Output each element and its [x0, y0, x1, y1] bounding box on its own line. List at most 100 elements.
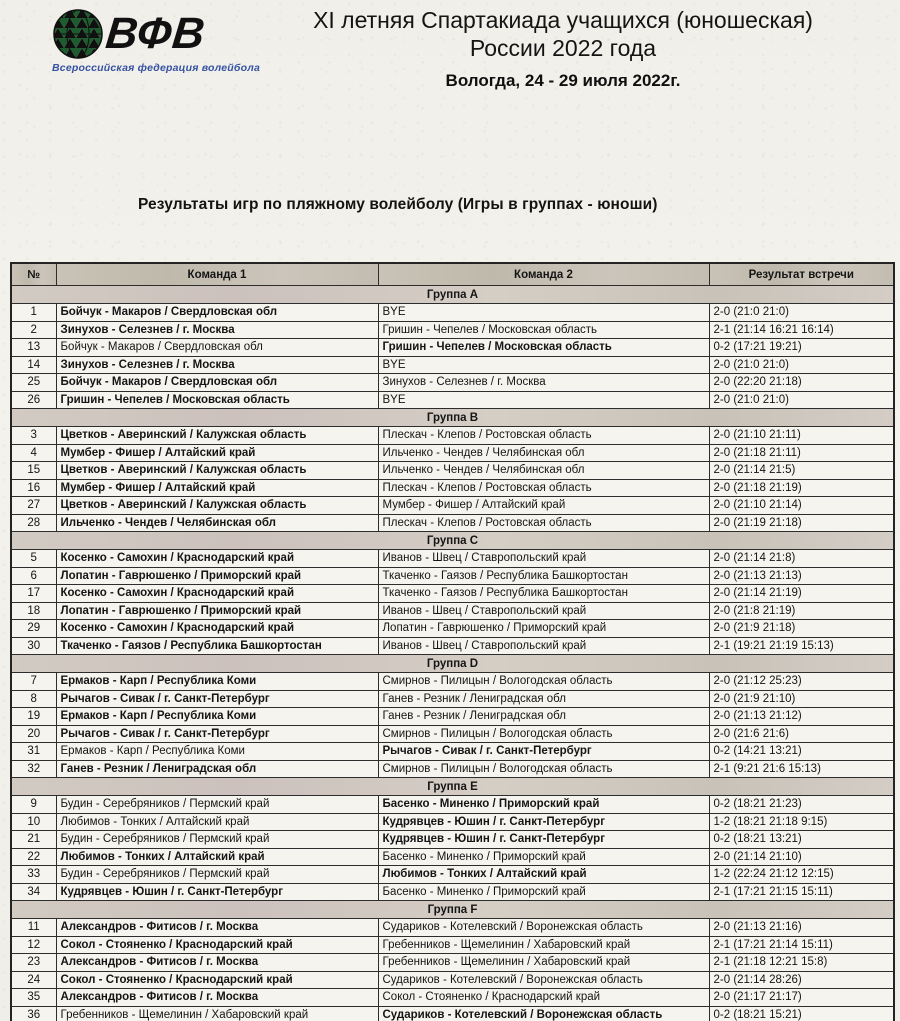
- result-cell: 2-1 (17:21 21:15 15:11): [708, 882, 895, 901]
- team1-cell: Любимов - Тонких / Алтайский край: [55, 812, 379, 831]
- team2-cell: Гришин - Чепелев / Московская область: [377, 320, 710, 339]
- team2-cell: Иванов - Швец / Ставропольский край: [377, 636, 710, 655]
- team2-cell: Ткаченко - Гаязов / Республика Башкортос…: [377, 566, 710, 585]
- result-cell: 2-0 (21:10 21:11): [708, 426, 895, 445]
- team1-cell: Лопатин - Гаврюшенко / Приморский край: [55, 601, 379, 620]
- table-row: 5 Косенко - Самохин / Краснодарский край И…: [10, 549, 895, 568]
- match-number-cell: 8: [10, 689, 57, 708]
- team2-cell: Ганев - Резник / Лениградская обл: [377, 689, 710, 708]
- group-header-row: Группа A: [10, 285, 895, 304]
- team2-cell: Гребенников - Щемелинин / Хабаровский кр…: [377, 953, 710, 972]
- result-cell: 2-1 (17:21 21:14 15:11): [708, 935, 895, 954]
- table-row: 10 Любимов - Тонких / Алтайский край Кудря…: [10, 812, 895, 831]
- team1-cell: Любимов - Тонких / Алтайский край: [55, 847, 379, 866]
- match-number-cell: 26: [10, 390, 57, 409]
- result-cell: 2-0 (21:13 21:12): [708, 707, 895, 726]
- match-number-cell: 11: [10, 918, 57, 937]
- match-number-cell: 14: [10, 355, 57, 374]
- result-cell: 2-0 (21:13 21:13): [708, 566, 895, 585]
- match-number-cell: 25: [10, 373, 57, 392]
- table-header-row: № Команда 1 Команда 2 Результат встречи: [10, 262, 895, 286]
- result-cell: 0-2 (14:21 13:21): [708, 742, 895, 761]
- column-header-result: Результат встречи: [708, 262, 895, 286]
- table-row: 4 Мумбер - Фишер / Алтайский край Ильченко…: [10, 443, 895, 462]
- team2-cell: Басенко - Миненко / Приморский край: [377, 847, 710, 866]
- group-name: Группа C: [10, 531, 895, 550]
- team2-cell: Лопатин - Гаврюшенко / Приморский край: [377, 619, 710, 638]
- result-cell: 1-2 (18:21 21:18 9:15): [708, 812, 895, 831]
- table-row: 30 Ткаченко - Гаязов / Республика Башкорт…: [10, 636, 895, 655]
- table-row: 18 Лопатин - Гаврюшенко / Приморский край…: [10, 601, 895, 620]
- column-header-number: №: [10, 262, 57, 286]
- table-row: 19 Ермаков - Карп / Республика Коми Ганев …: [10, 707, 895, 726]
- table-row: 34 Кудрявцев - Юшин / г. Санкт-Петербург Б…: [10, 882, 895, 901]
- team2-cell: Иванов - Швец / Ставропольский край: [377, 549, 710, 568]
- event-location-date: Вологда, 24 - 29 июля 2022г.: [445, 71, 681, 90]
- team2-cell: Смирнов - Пилицын / Вологодская область: [377, 672, 710, 691]
- table-row: 25 Бойчук - Макаров / Свердловская обл Зин…: [10, 373, 895, 392]
- team2-cell: Смирнов - Пилицын / Вологодская область: [377, 759, 710, 778]
- team2-cell: BYE: [377, 355, 710, 374]
- match-number-cell: 34: [10, 882, 57, 901]
- team1-cell: Косенко - Самохин / Краснодарский край: [55, 549, 379, 568]
- table-row: 12 Сокол - Стояненко / Краснодарский край…: [10, 935, 895, 954]
- team1-cell: Ермаков - Карп / Республика Коми: [55, 742, 379, 761]
- team1-cell: Лопатин - Гаврюшенко / Приморский край: [55, 566, 379, 585]
- team2-cell: Кудрявцев - Юшин / г. Санкт-Петербург: [377, 812, 710, 831]
- team2-cell: Судариков - Котелевский / Воронежская об…: [377, 970, 710, 989]
- result-cell: 0-2 (18:21 21:23): [708, 795, 895, 814]
- team1-cell: Будин - Серебряников / Пермский край: [55, 795, 379, 814]
- team1-cell: Кудрявцев - Юшин / г. Санкт-Петербург: [55, 882, 379, 901]
- table-row: 22 Любимов - Тонких / Алтайский край Басен…: [10, 847, 895, 866]
- result-cell: 0-2 (18:21 15:21): [708, 1005, 895, 1021]
- team2-cell: Судариков - Котелевский / Воронежская об…: [377, 918, 710, 937]
- team2-cell: Смирнов - Пилицын / Вологодская область: [377, 724, 710, 743]
- table-row: 24 Сокол - Стояненко / Краснодарский край…: [10, 970, 895, 989]
- team1-cell: Зинухов - Селезнев / г. Москва: [55, 320, 379, 339]
- match-number-cell: 13: [10, 338, 57, 357]
- vfv-globe-icon: [53, 9, 103, 59]
- result-cell: 2-0 (21:0 21:0): [708, 355, 895, 374]
- result-cell: 2-0 (21:14 28:26): [708, 970, 895, 989]
- table-row: 11 Александров - Фитисов / г. Москва Судар…: [10, 918, 895, 937]
- match-number-cell: 2: [10, 320, 57, 339]
- table-row: 8 Рычагов - Сивак / г. Санкт-Петербург Ган…: [10, 689, 895, 708]
- team2-cell: Плескач - Клепов / Ростовская область: [377, 426, 710, 445]
- result-cell: 2-0 (21:12 25:23): [708, 672, 895, 691]
- match-number-cell: 21: [10, 830, 57, 849]
- match-number-cell: 5: [10, 549, 57, 568]
- table-row: 7 Ермаков - Карп / Республика Коми Смирнов…: [10, 672, 895, 691]
- result-cell: 1-2 (22:24 21:12 12:15): [708, 865, 895, 884]
- match-number-cell: 17: [10, 584, 57, 603]
- team2-cell: BYE: [377, 303, 710, 322]
- match-number-cell: 1: [10, 303, 57, 322]
- result-cell: 2-0 (21:10 21:14): [708, 496, 895, 515]
- group-name: Группа E: [10, 777, 895, 796]
- match-number-cell: 9: [10, 795, 57, 814]
- team1-cell: Ермаков - Карп / Республика Коми: [55, 707, 379, 726]
- team1-cell: Ткаченко - Гаязов / Республика Башкортос…: [55, 636, 379, 655]
- team1-cell: Мумбер - Фишер / Алтайский край: [55, 443, 379, 462]
- result-cell: 2-0 (21:19 21:18): [708, 513, 895, 532]
- title-line-2: России 2022 года: [469, 35, 657, 61]
- team1-cell: Зинухов - Селезнев / г. Москва: [55, 355, 379, 374]
- result-cell: 2-0 (21:14 21:5): [708, 461, 895, 480]
- table-row: 9 Будин - Серебряников / Пермский край Бас…: [10, 795, 895, 814]
- team1-cell: Будин - Серебряников / Пермский край: [55, 865, 379, 884]
- match-number-cell: 12: [10, 935, 57, 954]
- match-number-cell: 19: [10, 707, 57, 726]
- team1-cell: Сокол - Стояненко / Краснодарский край: [55, 935, 379, 954]
- team2-cell: Ильченко - Чендев / Челябинская обл: [377, 461, 710, 480]
- logo-caption: Всероссийская федерация волейбола: [52, 62, 260, 74]
- table-row: 17 Косенко - Самохин / Краснодарский край…: [10, 584, 895, 603]
- result-cell: 2-0 (21:13 21:16): [708, 918, 895, 937]
- match-number-cell: 30: [10, 636, 57, 655]
- team1-cell: Бойчук - Макаров / Свердловская обл: [55, 338, 379, 357]
- team1-cell: Косенко - Самохин / Краснодарский край: [55, 619, 379, 638]
- match-number-cell: 16: [10, 478, 57, 497]
- match-number-cell: 4: [10, 443, 57, 462]
- team2-cell: Ткаченко - Гаязов / Республика Башкортос…: [377, 584, 710, 603]
- table-row: 15 Цветков - Аверинский / Калужская облас…: [10, 461, 895, 480]
- team1-cell: Цветков - Аверинский / Калужская область: [55, 496, 379, 515]
- result-cell: 2-0 (21:14 21:8): [708, 549, 895, 568]
